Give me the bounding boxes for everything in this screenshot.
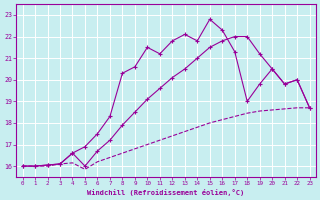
X-axis label: Windchill (Refroidissement éolien,°C): Windchill (Refroidissement éolien,°C) (87, 189, 245, 196)
